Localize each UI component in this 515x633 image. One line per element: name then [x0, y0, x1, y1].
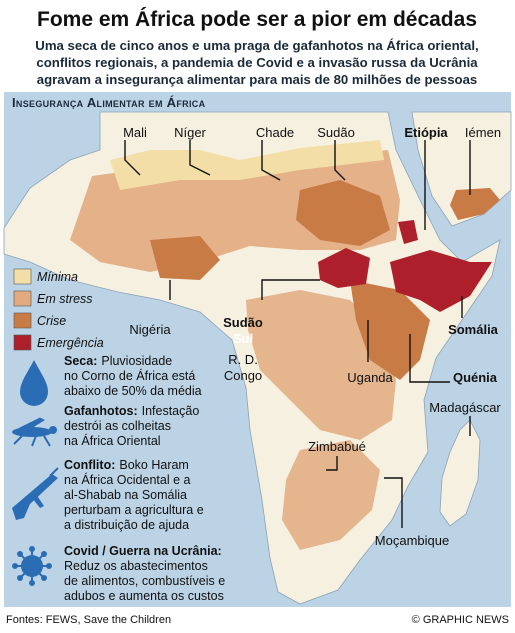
virus-icon	[12, 546, 52, 586]
legend-swatch	[13, 290, 32, 307]
crisis-area	[450, 188, 500, 220]
leader-line	[334, 140, 346, 181]
legend-label: Em stress	[37, 292, 93, 306]
source: Fontes: FEWS, Save the Children	[6, 614, 171, 626]
note-text: Boko Haram	[119, 458, 188, 472]
note-text: Reduz os abastecimentos	[64, 559, 208, 573]
note-text: na África Oriental	[64, 433, 161, 448]
credit: © GRAPHIC NEWS	[412, 614, 509, 626]
note-heading: Covid / Guerra na Ucrânia:	[64, 544, 222, 558]
note-heading: Gafanhotos:	[64, 404, 138, 418]
note-text: Pluviosidade	[101, 354, 172, 368]
note-line: Conflito: Boko Haram	[64, 458, 189, 472]
leader-line	[261, 140, 281, 181]
country-label: Sudão	[317, 125, 355, 140]
country-label: Congo	[224, 368, 262, 383]
country-label: Mali	[123, 125, 147, 140]
note-text: no Corno de África está	[64, 368, 195, 383]
note-text: adubos e aumenta os custos	[64, 589, 224, 603]
legend-label: Emergência	[37, 336, 104, 350]
subtitle: agravam a insegurança alimentar para mai…	[37, 72, 478, 87]
country-label: R. D.	[228, 352, 258, 367]
country-label: Iémen	[465, 125, 501, 140]
leader-line	[124, 140, 141, 176]
stress-area	[282, 440, 380, 550]
crisis-area	[150, 236, 220, 280]
country-label: Níger	[174, 125, 206, 140]
legend: Mínima Em stress Crise Emergência	[13, 268, 104, 351]
leader-line	[384, 477, 403, 528]
country-label: Sul	[233, 331, 253, 346]
note-text: destrói as colheitas	[64, 419, 171, 433]
note-line: Seca: Pluviosidade	[64, 354, 172, 368]
minimal-area	[110, 140, 384, 190]
note-text: al-Shabab na Somália	[64, 488, 187, 502]
emergency-area	[318, 248, 370, 288]
country-label: Chade	[256, 125, 294, 140]
leader-line	[409, 334, 450, 383]
legend-label: Crise	[37, 314, 66, 328]
country-label: Madagáscar	[429, 400, 501, 415]
legend-label: Mínima	[37, 270, 78, 284]
madagascar-land	[439, 419, 481, 527]
country-label: Nigéria	[129, 322, 171, 337]
rifle-icon	[12, 467, 59, 520]
note-text: de alimentos, combustíveis e	[64, 574, 225, 588]
country-label: Etiópia	[404, 125, 448, 140]
legend-swatch	[13, 334, 32, 351]
emergency-area	[390, 250, 492, 312]
note-text: Infestação	[142, 404, 200, 418]
title: Fome em África pode ser a pior em década…	[37, 8, 477, 31]
note-text: abaixo de 50% da média	[64, 384, 202, 398]
note-heading: Seca:	[64, 354, 97, 368]
note-text: perturbam a agricultura e	[64, 503, 204, 517]
leader-line	[261, 279, 320, 300]
crisis-area	[296, 180, 390, 246]
note-line: Gafanhotos: Infestação	[64, 404, 199, 418]
emergency-area	[398, 220, 418, 244]
subtitle: Uma seca de cinco anos e uma praga de ga…	[35, 38, 478, 53]
legend-swatch	[13, 312, 32, 329]
country-label: Somália	[448, 322, 499, 337]
country-label: Uganda	[347, 370, 393, 385]
drought-icon	[20, 360, 48, 406]
leader-line	[189, 140, 211, 176]
country-label: Zimbabué	[308, 439, 366, 454]
map	[3, 111, 512, 605]
note-heading: Conflito:	[64, 458, 115, 472]
country-label: Quénia	[453, 370, 498, 385]
locust-icon	[12, 417, 57, 447]
leader-line	[326, 456, 338, 471]
country-label: Moçambique	[375, 533, 449, 548]
note-text: na África Ocidental e a	[64, 472, 191, 487]
country-label: Sudão	[223, 315, 263, 330]
legend-swatch	[13, 268, 32, 285]
note-text: a distribuição de ajuda	[64, 518, 189, 532]
subtitle: conflitos regionais, a pandemia de Covid…	[36, 55, 478, 70]
stress-area	[246, 290, 396, 440]
map-title: Insegurança Alimentar em África	[12, 95, 206, 110]
notes: Seca: Pluviosidade no Corno de África est…	[64, 354, 225, 603]
